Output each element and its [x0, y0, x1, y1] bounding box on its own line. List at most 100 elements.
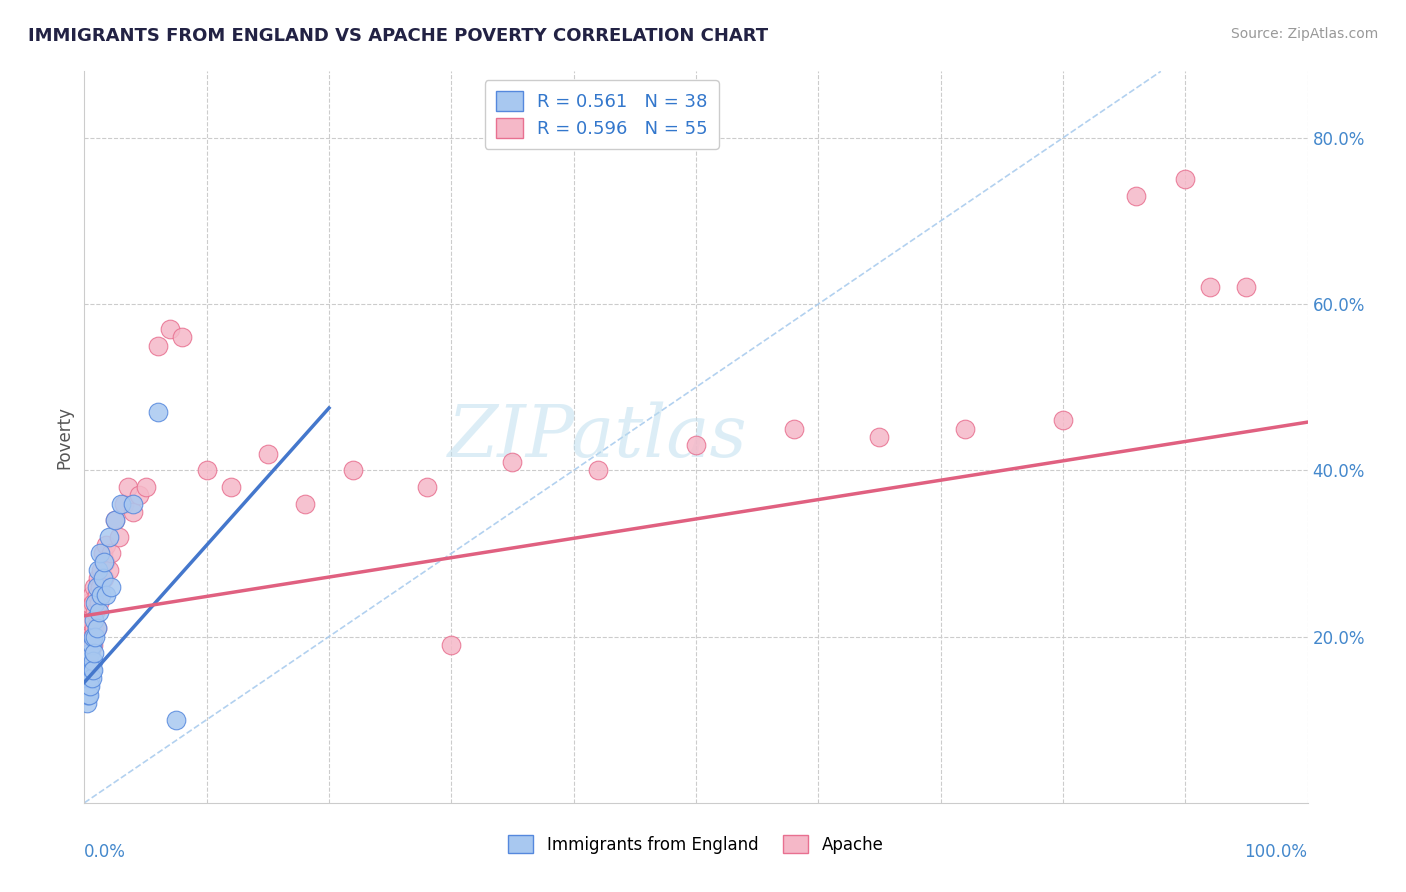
Point	[1174, 172, 1197, 186]
Point	[82, 655, 104, 669]
Text: IMMIGRANTS FROM ENGLAND VS APACHE POVERTY CORRELATION CHART: IMMIGRANTS FROM ENGLAND VS APACHE POVERT…	[28, 27, 768, 45]
Legend: Immigrants from England, Apache: Immigrants from England, Apache	[502, 829, 890, 860]
Text: 100.0%: 100.0%	[1244, 843, 1308, 861]
Point	[76, 696, 98, 710]
Point	[117, 480, 139, 494]
Point	[86, 621, 108, 635]
Point	[87, 563, 110, 577]
Point	[77, 630, 100, 644]
Point	[135, 480, 157, 494]
Point	[97, 530, 120, 544]
Point	[416, 480, 439, 494]
Point	[83, 613, 105, 627]
Point	[77, 688, 100, 702]
Point	[586, 463, 609, 477]
Point	[104, 513, 127, 527]
Point	[79, 613, 101, 627]
Point	[77, 655, 100, 669]
Point	[82, 638, 104, 652]
Point	[83, 621, 105, 635]
Point	[294, 497, 316, 511]
Point	[440, 638, 463, 652]
Point	[77, 680, 100, 694]
Point	[79, 671, 101, 685]
Point	[502, 455, 524, 469]
Point	[82, 630, 104, 644]
Point	[77, 688, 100, 702]
Point	[76, 613, 98, 627]
Point	[87, 571, 110, 585]
Point	[93, 555, 115, 569]
Point	[84, 605, 107, 619]
Point	[82, 596, 104, 610]
Point	[86, 588, 108, 602]
Point	[685, 438, 707, 452]
Point	[77, 671, 100, 685]
Point	[122, 505, 145, 519]
Point	[79, 646, 101, 660]
Point	[87, 596, 110, 610]
Point	[80, 671, 103, 685]
Point	[1198, 280, 1220, 294]
Point	[219, 480, 242, 494]
Point	[104, 513, 127, 527]
Point	[172, 330, 194, 344]
Point	[86, 621, 108, 635]
Point	[77, 663, 100, 677]
Point	[84, 596, 107, 610]
Point	[75, 688, 97, 702]
Point	[112, 497, 135, 511]
Point	[86, 580, 108, 594]
Point	[90, 588, 112, 602]
Point	[83, 580, 105, 594]
Point	[90, 563, 112, 577]
Point	[1052, 413, 1074, 427]
Point	[91, 546, 114, 560]
Point	[1236, 280, 1258, 294]
Point	[83, 646, 105, 660]
Point	[79, 680, 101, 694]
Point	[146, 405, 169, 419]
Point	[165, 713, 187, 727]
Point	[80, 663, 103, 677]
Point	[94, 555, 117, 569]
Point	[110, 497, 132, 511]
Text: 0.0%: 0.0%	[84, 843, 127, 861]
Point	[159, 322, 181, 336]
Point	[84, 630, 107, 644]
Point	[128, 488, 150, 502]
Point	[77, 663, 100, 677]
Point	[93, 571, 115, 585]
Text: ZIPatlas: ZIPatlas	[449, 401, 748, 473]
Point	[1125, 189, 1147, 203]
Point	[122, 497, 145, 511]
Point	[869, 430, 891, 444]
Point	[195, 463, 218, 477]
Point	[77, 596, 100, 610]
Point	[97, 563, 120, 577]
Point	[80, 588, 103, 602]
Point	[87, 605, 110, 619]
Point	[953, 422, 976, 436]
Point	[257, 447, 280, 461]
Point	[82, 663, 104, 677]
Point	[80, 630, 103, 644]
Point	[100, 546, 122, 560]
Point	[79, 646, 101, 660]
Point	[80, 638, 103, 652]
Point	[89, 580, 111, 594]
Point	[100, 580, 122, 594]
Point	[91, 571, 114, 585]
Point	[96, 538, 118, 552]
Y-axis label: Poverty: Poverty	[55, 406, 73, 468]
Text: Source: ZipAtlas.com: Source: ZipAtlas.com	[1230, 27, 1378, 41]
Point	[783, 422, 806, 436]
Point	[76, 646, 98, 660]
Point	[107, 530, 129, 544]
Point	[76, 680, 98, 694]
Point	[146, 338, 169, 352]
Point	[342, 463, 364, 477]
Point	[75, 630, 97, 644]
Point	[96, 588, 118, 602]
Point	[89, 546, 111, 560]
